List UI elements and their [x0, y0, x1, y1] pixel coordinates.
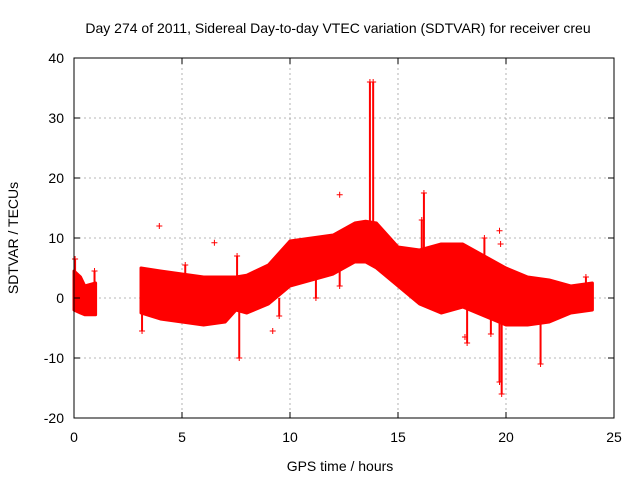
data-point	[336, 283, 343, 289]
y-axis-ticks: -20 -10 0 10 20 30 40	[44, 50, 614, 426]
chart-title: Day 274 of 2011, Sidereal Day-to-day VTE…	[85, 20, 590, 36]
x-axis-label: GPS time / hours	[287, 458, 394, 474]
data-point	[461, 334, 468, 340]
y-tick-label: 30	[48, 110, 64, 126]
data-point	[464, 340, 471, 346]
y-tick-label: -10	[44, 350, 64, 366]
data-band-segment	[72, 269, 98, 317]
data-point	[418, 217, 425, 223]
data-point	[72, 256, 79, 262]
data-point	[497, 241, 504, 247]
x-tick-label: 20	[498, 429, 514, 445]
x-axis-ticks: 0 5 10 15 20 25	[70, 58, 622, 445]
y-tick-label: 40	[48, 50, 64, 66]
data-point	[498, 391, 505, 397]
y-axis-label: SDTVAR / TECUs	[5, 182, 21, 294]
data-point	[537, 361, 544, 367]
x-tick-label: 5	[178, 429, 186, 445]
data-point	[420, 190, 427, 196]
y-tick-label: -20	[44, 410, 64, 426]
data-point	[211, 239, 218, 246]
y-tick-label: 10	[48, 230, 64, 246]
data-point	[481, 235, 488, 241]
data-point	[582, 274, 589, 280]
data-point	[496, 227, 503, 234]
x-tick-label: 0	[70, 429, 78, 445]
x-tick-label: 25	[606, 429, 622, 445]
data-outliers	[156, 191, 504, 340]
data-point	[269, 328, 276, 334]
data-band-segment	[139, 219, 594, 327]
data-point	[236, 355, 243, 361]
data-spikes	[72, 79, 589, 397]
data-point	[487, 331, 494, 337]
data-point	[496, 379, 503, 385]
data-point	[336, 191, 343, 198]
x-tick-label: 15	[390, 429, 406, 445]
data-point	[234, 253, 241, 259]
data-point	[276, 313, 283, 319]
data-point	[156, 223, 163, 229]
y-tick-label: 20	[48, 170, 64, 186]
data-point	[370, 79, 377, 85]
y-tick-label: 0	[56, 290, 64, 306]
data-point	[139, 328, 146, 334]
data-point	[182, 262, 189, 268]
x-tick-label: 10	[282, 429, 298, 445]
data-point	[312, 295, 319, 301]
data-band	[72, 219, 594, 327]
data-point	[91, 268, 98, 274]
